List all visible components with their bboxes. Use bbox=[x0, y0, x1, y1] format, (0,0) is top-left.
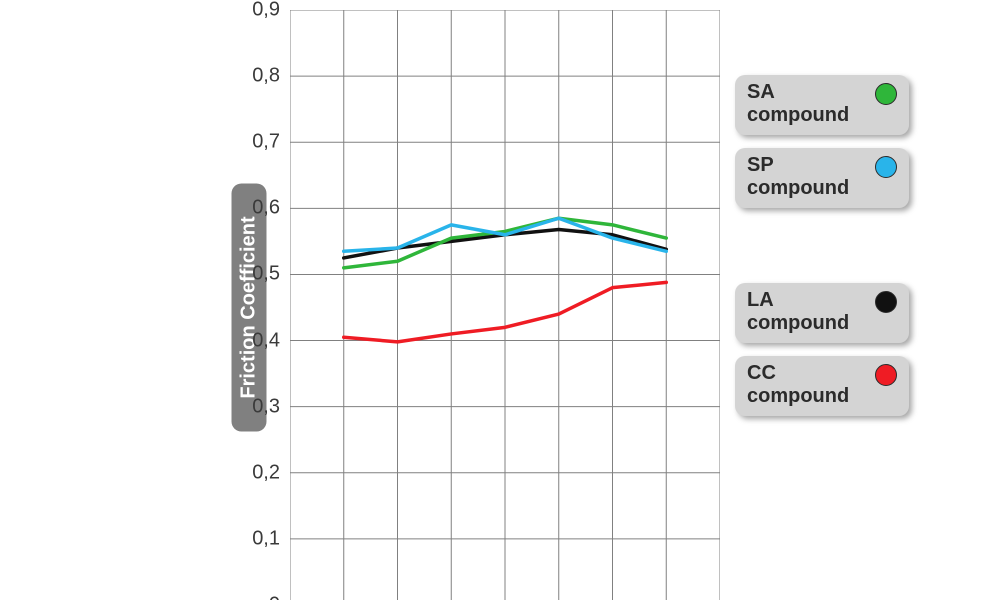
y-tick-label: 0,3 bbox=[240, 395, 280, 418]
legend-item-sa: SAcompound bbox=[735, 75, 909, 135]
legend-marker-icon bbox=[875, 156, 897, 178]
y-tick-label: 0,4 bbox=[240, 329, 280, 352]
chart-stage: Friction Coefficient 0 0,1 0,2 0,3 0,4 0,5 0,6… bbox=[0, 0, 1000, 600]
legend-item-cc: CCcompound bbox=[735, 356, 909, 416]
y-axis-title-text: Friction Coefficient bbox=[238, 216, 260, 398]
y-axis-title: Friction Coefficient bbox=[232, 183, 267, 431]
y-tick-label: 0,6 bbox=[240, 197, 280, 220]
legend-marker-icon bbox=[875, 364, 897, 386]
legend-marker-icon bbox=[875, 83, 897, 105]
legend-label: SPcompound bbox=[747, 154, 849, 200]
legend-label-line1: SA bbox=[747, 81, 849, 104]
legend-label-line2: compound bbox=[747, 385, 849, 408]
legend-label: LAcompound bbox=[747, 289, 849, 335]
y-tick-label: 0,9 bbox=[240, 0, 280, 22]
y-tick-label: 0,8 bbox=[240, 65, 280, 88]
legend-item-la: LAcompound bbox=[735, 283, 909, 343]
legend-label-line2: compound bbox=[747, 177, 849, 200]
y-tick-label: 0 bbox=[240, 594, 280, 600]
legend-label: SAcompound bbox=[747, 81, 849, 127]
legend-item-sp: SPcompound bbox=[735, 148, 909, 208]
y-tick-label: 0,5 bbox=[240, 263, 280, 286]
legend-label: CCcompound bbox=[747, 362, 849, 408]
legend-label-line2: compound bbox=[747, 104, 849, 127]
legend-label-line1: CC bbox=[747, 362, 849, 385]
legend-marker-icon bbox=[875, 291, 897, 313]
legend-label-line1: SP bbox=[747, 154, 849, 177]
y-tick-label: 0,7 bbox=[240, 131, 280, 154]
legend-label-line1: LA bbox=[747, 289, 849, 312]
y-tick-label: 0,2 bbox=[240, 461, 280, 484]
legend-label-line2: compound bbox=[747, 312, 849, 335]
plot-area bbox=[290, 10, 720, 600]
y-tick-label: 0,1 bbox=[240, 527, 280, 550]
